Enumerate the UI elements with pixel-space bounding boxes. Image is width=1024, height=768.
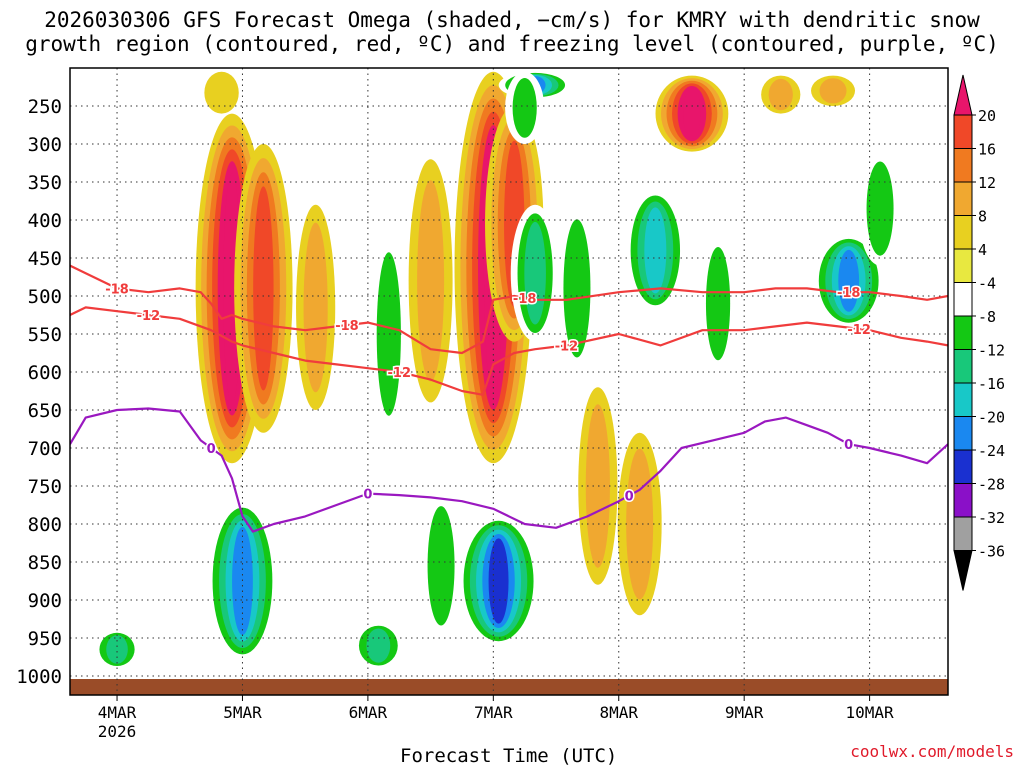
omega-cell-24 bbox=[505, 71, 545, 144]
omega-cell-6 bbox=[578, 387, 618, 585]
contour-label-1-0: -12 bbox=[137, 309, 161, 324]
x-tick-9MAR: 9MAR bbox=[725, 703, 764, 722]
y-tick-850: 850 bbox=[28, 552, 62, 574]
colorbar-label-8: -16 bbox=[978, 375, 1005, 393]
y-tick-900: 900 bbox=[28, 590, 62, 612]
omega-cell-2 bbox=[296, 204, 336, 410]
contour-label-1-2: -12 bbox=[555, 339, 579, 354]
y-tick-500: 500 bbox=[28, 286, 62, 308]
ground-strip bbox=[70, 679, 948, 695]
contour-label-2-3: -18 bbox=[837, 286, 861, 301]
y-tick-1000: 1000 bbox=[16, 666, 62, 688]
colorbar-box-10 bbox=[953, 416, 973, 451]
y-tick-800: 800 bbox=[28, 514, 62, 536]
source-credit: coolwx.com/models bbox=[850, 742, 1014, 761]
omega-cell-8 bbox=[655, 75, 729, 152]
colorbar-box-3 bbox=[953, 181, 973, 216]
contour-2 bbox=[70, 264, 948, 355]
x-tick-6MAR: 6MAR bbox=[349, 703, 388, 722]
chart-title-line-1: 2026030306 GFS Forecast Omega (shaded, −… bbox=[44, 8, 980, 32]
omega-cell-20 bbox=[92, 630, 142, 669]
omega-cell-22 bbox=[419, 493, 464, 638]
omega-cell-10 bbox=[811, 75, 856, 107]
colorbar-label-11: -28 bbox=[978, 476, 1005, 494]
omega-cell-19 bbox=[369, 235, 409, 433]
colorbar-box-8 bbox=[953, 349, 973, 384]
colorbar-box-4 bbox=[953, 215, 973, 250]
colorbar-box-1 bbox=[953, 114, 973, 149]
x-tick-5MAR: 5MAR bbox=[223, 703, 262, 722]
omega-cell-25 bbox=[204, 71, 239, 114]
y-tick-400: 400 bbox=[28, 210, 62, 232]
colorbar-box-7 bbox=[953, 315, 973, 350]
contour-0 bbox=[70, 407, 948, 533]
colorbar-label-2: 12 bbox=[978, 174, 996, 192]
colorbar-box-11 bbox=[953, 449, 973, 484]
contour-1 bbox=[70, 306, 948, 396]
plot-frame bbox=[69, 67, 949, 696]
contour-label-0-2: 0 bbox=[625, 490, 634, 505]
colorbar-box-13 bbox=[953, 516, 973, 551]
omega-cell-21 bbox=[351, 622, 406, 669]
y-tick-250: 250 bbox=[28, 96, 62, 118]
contour-label-2-2: -18 bbox=[513, 292, 537, 307]
omega-cell-13 bbox=[623, 189, 687, 312]
omega-cell-15 bbox=[510, 204, 560, 342]
y-tick-350: 350 bbox=[28, 172, 62, 194]
x-tick-7MAR: 7MAR bbox=[474, 703, 513, 722]
colorbar-top-arrow bbox=[953, 74, 973, 116]
omega-cell-9 bbox=[761, 75, 801, 114]
colorbar-label-10: -24 bbox=[978, 442, 1005, 460]
omega-cell-3 bbox=[408, 159, 453, 403]
colorbar-bottom-arrow bbox=[953, 550, 973, 591]
omega-cell-18 bbox=[858, 151, 903, 266]
contour-label-1-3: -12 bbox=[847, 323, 871, 338]
colorbar-box-12 bbox=[953, 483, 973, 518]
omega-cell-17 bbox=[698, 235, 738, 372]
colorbar-box-9 bbox=[953, 382, 973, 417]
x-tick-4MAR: 4MAR bbox=[98, 703, 137, 722]
colorbar-box-5 bbox=[953, 248, 973, 283]
omega-cell-1 bbox=[234, 144, 293, 433]
chart-title-line-2: growth region (contoured, red, ºC) and f… bbox=[25, 32, 999, 56]
y-tick-950: 950 bbox=[28, 628, 62, 650]
y-tick-300: 300 bbox=[28, 134, 62, 156]
colorbar-label-0: 20 bbox=[978, 107, 996, 125]
colorbar-label-13: -36 bbox=[978, 543, 1005, 561]
contour-label-0-3: 0 bbox=[844, 438, 853, 453]
contour-label-1-1: -12 bbox=[388, 366, 412, 381]
y-tick-550: 550 bbox=[28, 324, 62, 346]
contour-label-2-0: -18 bbox=[105, 282, 129, 297]
x-tick-year: 2026 bbox=[98, 722, 137, 741]
colorbar-box-6 bbox=[953, 282, 973, 317]
omega-cell-12 bbox=[457, 516, 540, 646]
x-tick-8MAR: 8MAR bbox=[599, 703, 638, 722]
colorbar-label-1: 16 bbox=[978, 141, 996, 159]
contour-label-0-0: 0 bbox=[207, 442, 216, 457]
colorbar-label-4: 4 bbox=[978, 241, 987, 259]
colorbar-label-7: -12 bbox=[978, 342, 1005, 360]
y-tick-750: 750 bbox=[28, 476, 62, 498]
x-tick-10MAR: 10MAR bbox=[846, 703, 895, 722]
contour-label-0-1: 0 bbox=[363, 488, 372, 503]
colorbar-label-12: -32 bbox=[978, 509, 1005, 527]
colorbar-label-6: -8 bbox=[978, 308, 996, 326]
omega-cell-16 bbox=[554, 204, 599, 372]
y-tick-650: 650 bbox=[28, 400, 62, 422]
x-axis-title: Forecast Time (UTC) bbox=[400, 745, 618, 767]
colorbar-box-2 bbox=[953, 148, 973, 183]
y-tick-600: 600 bbox=[28, 362, 62, 384]
colorbar-label-5: -4 bbox=[978, 275, 996, 293]
omega-cell-14 bbox=[812, 235, 886, 327]
omega-cell-7 bbox=[617, 432, 662, 616]
colorbar-label-3: 8 bbox=[978, 208, 987, 226]
colorbar-label-9: -20 bbox=[978, 409, 1005, 427]
contour-label-2-1: -18 bbox=[335, 319, 359, 334]
y-tick-450: 450 bbox=[28, 248, 62, 270]
y-tick-700: 700 bbox=[28, 438, 62, 460]
